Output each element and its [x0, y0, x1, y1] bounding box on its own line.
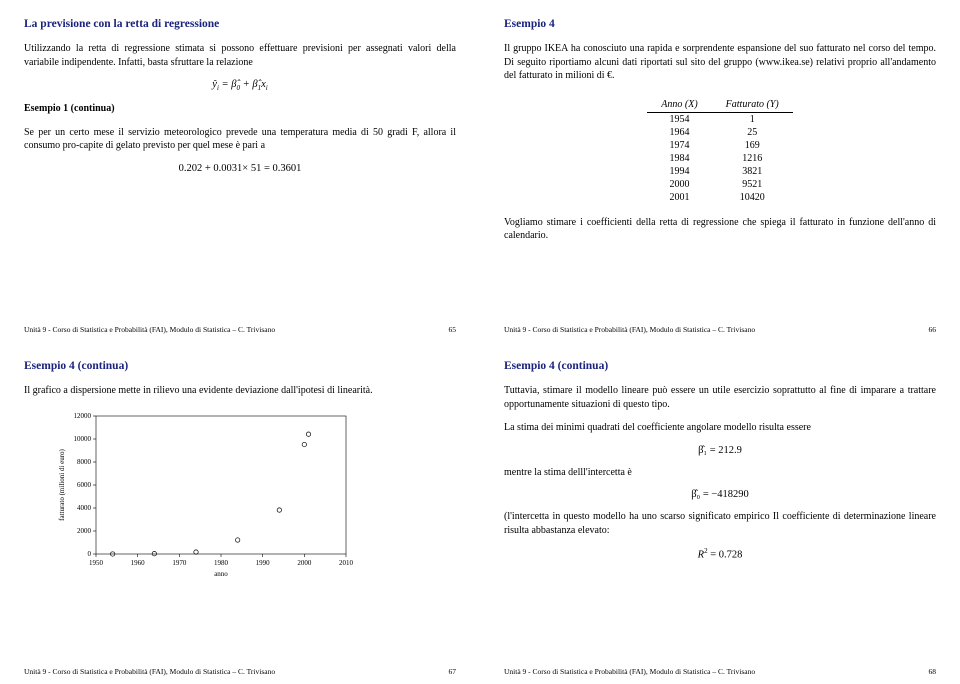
slide2-p2: Vogliamo stimare i coefficienti della re…: [504, 216, 936, 243]
svg-text:4000: 4000: [77, 504, 92, 512]
col-fatturato: Fatturato (Y): [712, 97, 793, 113]
slide1-calc: 0.202 + 0.0031× 51 = 0.3601: [24, 163, 456, 174]
slide1-title: La previsione con la retta di regression…: [24, 18, 456, 30]
table-row: 19541: [647, 112, 792, 126]
slide-2: Esempio 4 Il gruppo IKEA ha conosciuto u…: [480, 0, 960, 342]
page-number: 68: [929, 667, 937, 676]
svg-text:1960: 1960: [131, 559, 146, 567]
slide3-p1: Il grafico a dispersione mette in riliev…: [24, 384, 456, 398]
table-row: 196425: [647, 126, 792, 139]
page-number: 67: [449, 667, 457, 676]
slide4-p1: Tuttavia, stimare il modello lineare può…: [504, 384, 936, 411]
slide4-f1: β̂₁ = 212.9: [504, 445, 936, 456]
footer-text: Unità 9 - Corso di Statistica e Probabil…: [24, 667, 275, 676]
footer-text: Unità 9 - Corso di Statistica e Probabil…: [504, 325, 755, 334]
slide4-p2: La stima dei minimi quadrati del coeffic…: [504, 421, 936, 435]
footer-text: Unità 9 - Corso di Statistica e Probabil…: [24, 325, 275, 334]
scatter-chart: 0 2000 4000 6000 8000 10000 12000 1950 1960 1970 1…: [54, 408, 354, 578]
slide4-p3: mentre la stima delll'intercetta è: [504, 466, 936, 480]
slide4-f3: R2 = 0.728: [504, 547, 936, 561]
svg-text:1970: 1970: [172, 559, 187, 567]
slide2-title: Esempio 4: [504, 18, 936, 30]
slide4-f2: β̂₀ = −418290: [504, 489, 936, 500]
svg-text:12000: 12000: [74, 412, 92, 420]
svg-text:2000: 2000: [297, 559, 312, 567]
svg-text:2010: 2010: [339, 559, 354, 567]
svg-text:8000: 8000: [77, 458, 92, 466]
page-number: 66: [929, 325, 937, 334]
svg-text:fatturato (milioni di euro): fatturato (milioni di euro): [58, 448, 66, 520]
svg-text:anno: anno: [214, 570, 228, 578]
slide2-p1: Il gruppo IKEA ha conosciuto una rapida …: [504, 42, 936, 83]
svg-text:10000: 10000: [74, 435, 92, 443]
slide4-p4: (l'intercetta in questo modello ha uno s…: [504, 510, 936, 537]
table-row: 200110420: [647, 191, 792, 204]
col-anno: Anno (X): [647, 97, 711, 113]
svg-text:1980: 1980: [214, 559, 229, 567]
table-row: 1974169: [647, 139, 792, 152]
slide1-p2: Se per un certo mese il servizio meteoro…: [24, 126, 456, 153]
svg-text:2000: 2000: [77, 527, 92, 535]
chart-svg: 0 2000 4000 6000 8000 10000 12000 1950 1960 1970 1…: [54, 408, 354, 578]
slide4-title: Esempio 4 (continua): [504, 360, 936, 372]
slide1-formula: ŷi = β̂0 + β̂1xi: [24, 79, 456, 92]
svg-text:6000: 6000: [77, 481, 92, 489]
svg-text:1990: 1990: [256, 559, 271, 567]
page-number: 65: [449, 325, 457, 334]
svg-text:1950: 1950: [89, 559, 104, 567]
slide-4: Esempio 4 (continua) Tuttavia, stimare i…: [480, 342, 960, 684]
table-row: 20009521: [647, 178, 792, 191]
slide1-ex-label: Esempio 1 (continua): [24, 102, 456, 116]
table-row: 19943821: [647, 165, 792, 178]
data-table: Anno (X) Fatturato (Y) 19541196425197416…: [647, 97, 792, 204]
slide-3: Esempio 4 (continua) Il grafico a disper…: [0, 342, 480, 684]
slide1-p1: Utilizzando la retta di regressione stim…: [24, 42, 456, 69]
slide-1: La previsione con la retta di regression…: [0, 0, 480, 342]
slide3-title: Esempio 4 (continua): [24, 360, 456, 372]
svg-text:0: 0: [88, 550, 92, 558]
footer-text: Unità 9 - Corso di Statistica e Probabil…: [504, 667, 755, 676]
table-row: 19841216: [647, 152, 792, 165]
